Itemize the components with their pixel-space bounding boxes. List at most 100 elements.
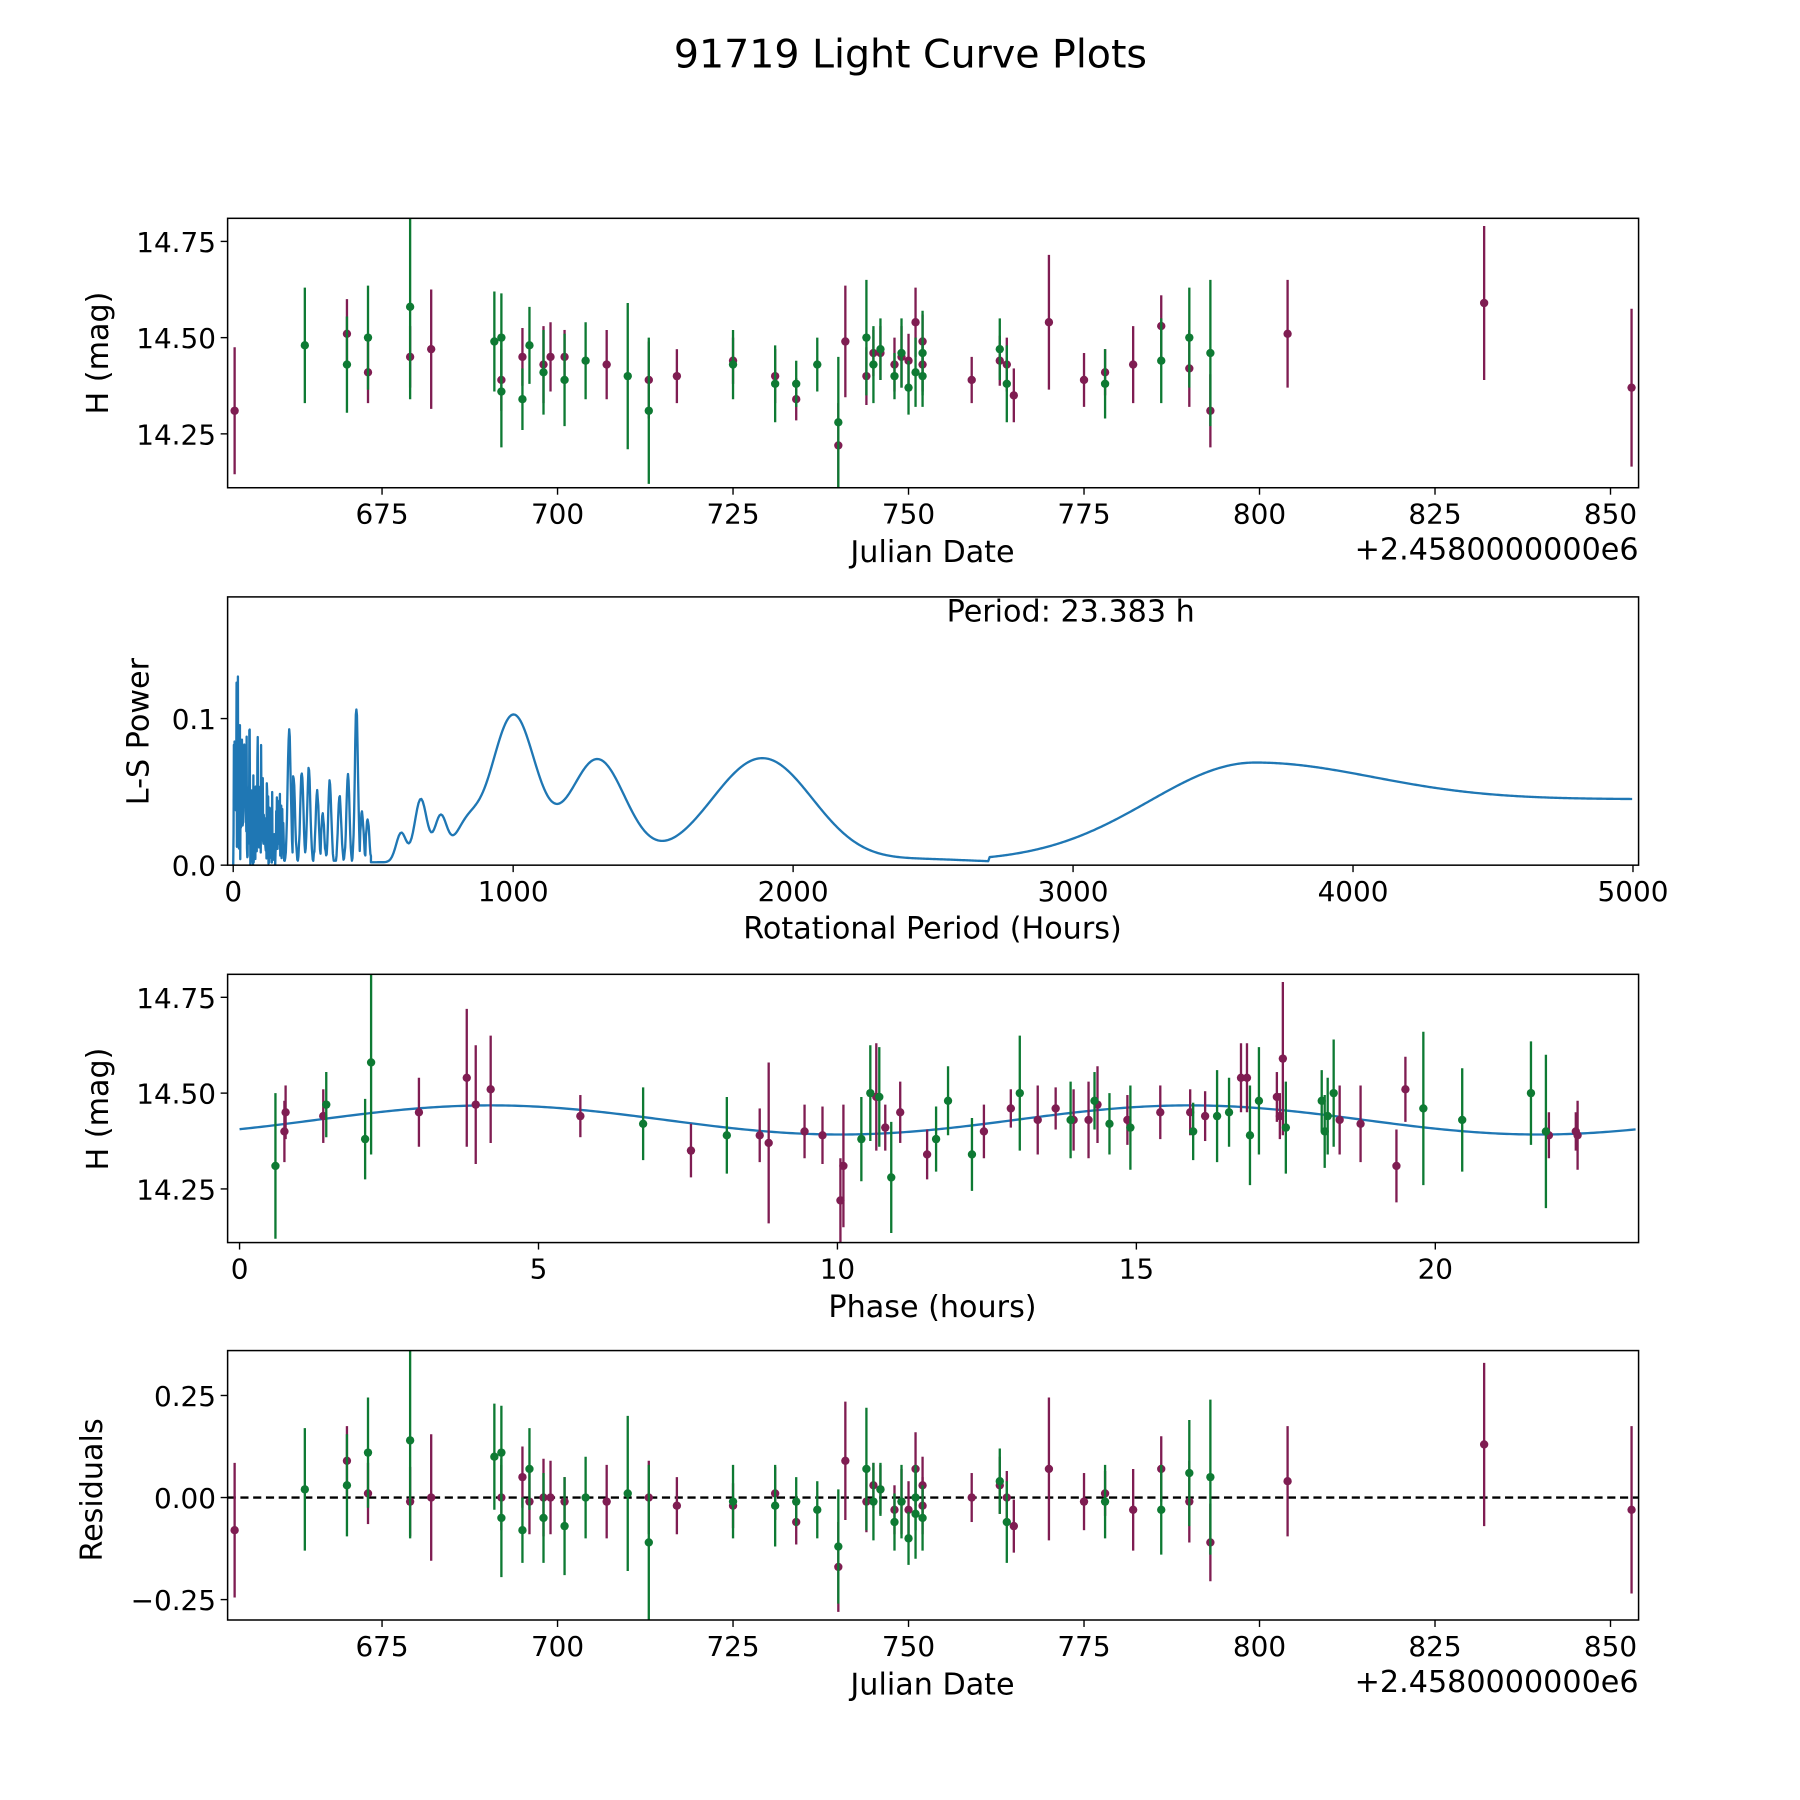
marker [813, 1505, 822, 1514]
marker [1066, 1115, 1075, 1125]
data-point-filter-a [602, 329, 611, 400]
data-point-filter-b [581, 322, 590, 400]
y-tick-label: 14.50 [136, 1078, 216, 1111]
data-point-filter-b [342, 316, 352, 413]
data-point-filter-a [1079, 1473, 1089, 1531]
data-point-filter-a [1079, 353, 1089, 407]
data-point-filter-b [363, 1397, 373, 1508]
x-tick-label: 4000 [1318, 875, 1389, 908]
marker [1185, 333, 1194, 342]
data-point-filter-a [818, 1106, 827, 1165]
phased-marks [239, 974, 1636, 1243]
data-point-filter-b [623, 302, 632, 450]
marker [911, 1509, 920, 1519]
data-point-filter-a [672, 349, 682, 404]
data-point-filter-b [560, 333, 569, 427]
marker [1185, 1468, 1194, 1478]
data-point-filter-b [897, 1464, 906, 1539]
marker [1105, 1119, 1114, 1128]
x-tick-label: 750 [882, 1630, 935, 1663]
marker [1044, 1464, 1054, 1474]
marker [1006, 1104, 1016, 1113]
marker [281, 1108, 290, 1117]
marker [904, 1505, 913, 1514]
data-point-filter-a [896, 1081, 905, 1143]
periodogram-xlabel: Rotational Period (Hours) [743, 911, 1121, 946]
marker [644, 1538, 653, 1547]
marker [1627, 1505, 1636, 1514]
data-point-filter-a [471, 1045, 480, 1165]
marker [490, 1452, 499, 1461]
marker [1156, 1108, 1165, 1117]
data-point-filter-b [623, 1415, 632, 1572]
marker [581, 356, 590, 365]
x-tick-label: 3000 [1038, 875, 1109, 908]
data-point-filter-b [1002, 345, 1011, 423]
data-point-filter-a [546, 1460, 555, 1535]
data-point-filter-a [427, 289, 436, 409]
data-point-filter-b [1185, 1419, 1194, 1527]
marker [897, 348, 906, 358]
period-annotation: Period: 23.383 h [947, 594, 1195, 629]
x-tick-label: 15 [1119, 1253, 1154, 1286]
marker [1079, 375, 1089, 385]
marker [1009, 1521, 1019, 1531]
data-point-filter-a [1009, 1499, 1019, 1553]
x-tick-label: 800 [1233, 1630, 1286, 1663]
marker [1627, 383, 1636, 392]
marker [792, 379, 801, 389]
marker [560, 375, 569, 385]
y-tick-label: 0.25 [154, 1380, 216, 1413]
x-tick-label: 725 [706, 498, 759, 531]
marker [1245, 1131, 1255, 1140]
marker [995, 1477, 1004, 1486]
data-point-filter-b [490, 1403, 499, 1510]
data-point-filter-a [686, 1123, 696, 1178]
marker [623, 1489, 632, 1498]
data-point-filter-b [904, 1511, 913, 1565]
data-point-filter-b [887, 1121, 896, 1233]
data-point-filter-b [918, 1485, 927, 1551]
marker [518, 352, 527, 362]
phased-xlabel: Phase (hours) [828, 1290, 1036, 1325]
data-point-filter-a [1051, 1087, 1060, 1130]
marker [728, 1497, 738, 1506]
marker [967, 375, 976, 385]
marker [1044, 318, 1054, 327]
marker [1335, 1115, 1344, 1125]
data-point-filter-b [995, 318, 1004, 380]
data-point-filter-a [1009, 368, 1019, 423]
marker [366, 1058, 376, 1067]
data-point-filter-a [1627, 308, 1636, 467]
data-point-filter-b [890, 1493, 899, 1551]
data-point-filter-b [1100, 1464, 1110, 1539]
marker [1009, 391, 1019, 400]
data-point-filter-b [1157, 318, 1166, 404]
periodogram-frame [226, 596, 1640, 866]
data-point-filter-a [755, 1108, 764, 1163]
data-point-filter-b [722, 1096, 732, 1174]
data-point-filter-a [1084, 1081, 1093, 1159]
marker [967, 1493, 976, 1502]
marker [1002, 1517, 1011, 1527]
y-tick-label: 14.75 [136, 226, 216, 259]
lightcurve-frame [226, 217, 1640, 489]
marker [890, 371, 899, 381]
residuals-yticks: −0.25 0.00 0.25 [131, 1380, 228, 1617]
data-point-filter-b [1281, 1081, 1291, 1174]
data-point-filter-b [792, 1477, 801, 1527]
x-tick-label: 10 [820, 1253, 855, 1286]
data-point-filter-b [904, 360, 913, 415]
marker [834, 418, 843, 427]
marker [1392, 1161, 1401, 1171]
data-point-filter-b [943, 1066, 953, 1136]
marker [1033, 1115, 1042, 1125]
marker [1541, 1127, 1551, 1136]
x-tick-label: 0 [231, 1253, 249, 1286]
data-point-filter-a [576, 1095, 585, 1138]
data-point-filter-a [462, 1008, 471, 1147]
phased-xticks: 0 5 10 15 20 [231, 1242, 1453, 1286]
data-point-filter-b [866, 1045, 875, 1142]
data-point-filter-b [1419, 1031, 1428, 1186]
residuals-ylabel: Residuals [75, 1418, 110, 1561]
